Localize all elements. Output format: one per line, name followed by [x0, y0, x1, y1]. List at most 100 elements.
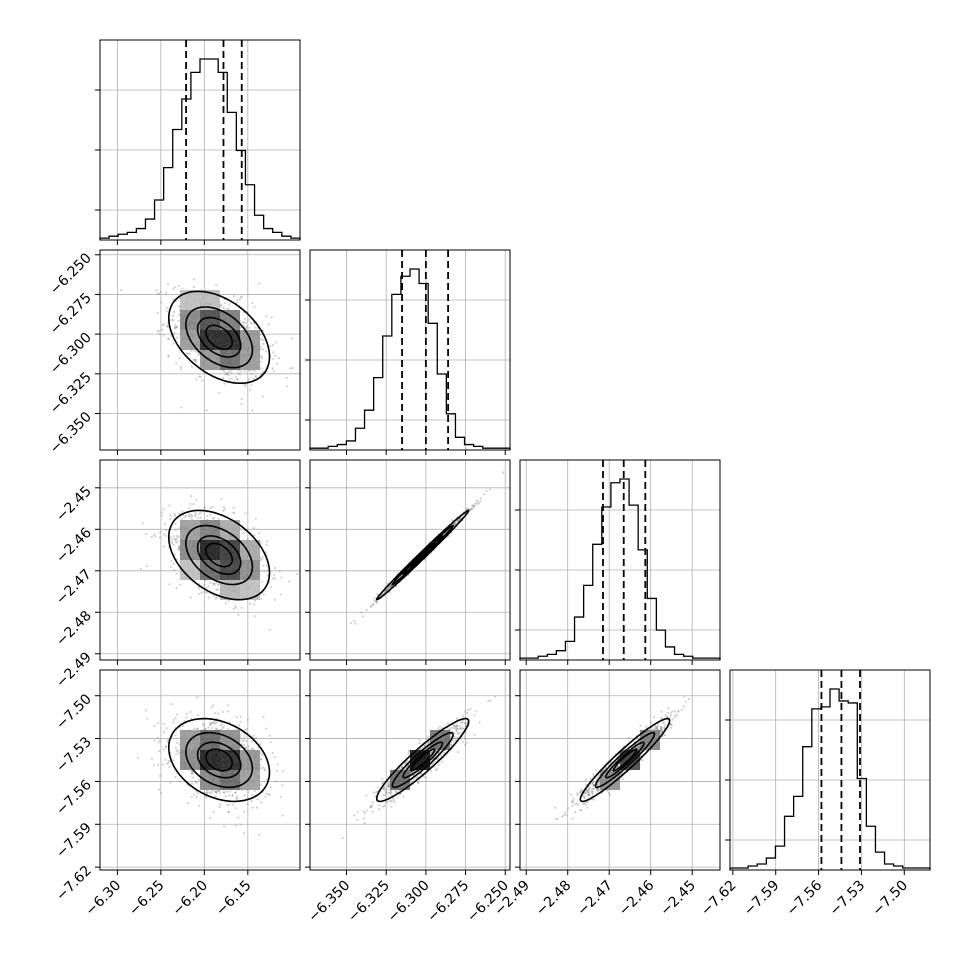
contour-line: [168, 509, 271, 601]
scatter-point: [463, 735, 466, 738]
scatter-point: [291, 337, 294, 340]
scatter-point: [162, 323, 166, 326]
scatter-point: [251, 739, 254, 743]
scatter-point: [196, 792, 199, 795]
scatter-point: [660, 728, 663, 731]
scatter-point: [376, 593, 379, 596]
scatter-point: [171, 319, 174, 322]
scatter-point: [235, 378, 238, 381]
scatter-point: [192, 286, 195, 289]
density-cell: [220, 520, 240, 540]
scatter-point: [228, 790, 231, 793]
scatter-point: [371, 801, 374, 804]
scatter-point: [173, 286, 176, 289]
scatter-point: [211, 505, 214, 509]
scatter-point: [177, 319, 180, 322]
scatter-point: [158, 750, 161, 753]
scatter-point: [178, 313, 181, 317]
scatter-point: [260, 558, 263, 561]
panel-3-1: [341, 695, 497, 840]
scatter-point: [231, 794, 234, 797]
scatter-point: [167, 762, 170, 765]
scatter-point: [456, 717, 459, 720]
scatter-point: [202, 724, 205, 727]
scatter-point: [449, 744, 452, 747]
scatter-point: [573, 810, 577, 814]
scatter-point: [502, 471, 505, 474]
scatter-point: [404, 761, 408, 765]
scatter-point: [487, 699, 490, 703]
scatter-point: [164, 745, 167, 748]
scatter-point: [384, 794, 387, 797]
scatter-point: [223, 825, 226, 828]
scatter-point: [360, 611, 363, 614]
scatter-point: [176, 741, 179, 744]
scatter-point: [175, 752, 178, 755]
scatter-point: [269, 345, 272, 348]
scatter-point: [220, 497, 223, 500]
density-cell: [220, 540, 240, 560]
scatter-point: [264, 350, 268, 353]
density-cell: [200, 750, 220, 770]
scatter-point: [387, 785, 390, 788]
scatter-point: [251, 793, 254, 797]
scatter-point: [476, 500, 479, 503]
contour-line: [409, 542, 436, 568]
scatter-point: [593, 784, 596, 787]
scatter-point: [210, 721, 213, 725]
scatter-point: [381, 805, 385, 808]
scatter-point: [270, 316, 273, 319]
scatter-point: [386, 788, 389, 791]
scatter-point: [455, 522, 458, 525]
scatter-point: [194, 358, 197, 361]
scatter-point: [224, 373, 227, 376]
scatter-point: [265, 543, 268, 547]
scatter-point: [222, 505, 225, 509]
scatter-point: [263, 570, 266, 573]
scatter-point: [219, 803, 222, 806]
scatter-point: [234, 806, 237, 810]
scatter-point: [371, 810, 374, 813]
scatter-point: [194, 513, 197, 516]
scatter-point: [407, 752, 410, 755]
scatter-point: [387, 588, 390, 591]
scatter-point: [195, 727, 198, 730]
scatter-point: [209, 513, 212, 516]
scatter-point: [387, 587, 390, 590]
scatter-point: [197, 353, 200, 356]
scatter-point: [176, 749, 180, 753]
scatter-point: [372, 603, 375, 606]
scatter-point: [581, 789, 584, 792]
scatter-point: [259, 758, 262, 761]
scatter-point: [250, 800, 253, 803]
scatter-point: [242, 738, 245, 741]
scatter-point: [369, 604, 373, 608]
scatter-point: [260, 357, 264, 360]
scatter-point: [254, 599, 257, 602]
scatter-point: [242, 740, 245, 743]
scatter-point: [212, 582, 215, 585]
scatter-point: [452, 523, 456, 526]
scatter-point: [387, 784, 391, 787]
contour-line: [375, 717, 470, 803]
scatter-point: [208, 507, 212, 510]
scatter-point: [220, 304, 223, 307]
contour-line: [185, 524, 254, 586]
scatter-point: [205, 796, 208, 799]
scatter-point: [454, 739, 457, 742]
scatter-point: [178, 780, 182, 783]
scatter-point: [243, 832, 246, 835]
scatter-point: [265, 792, 268, 796]
scatter-point: [265, 540, 268, 543]
scatter-point: [163, 522, 166, 525]
scatter-point: [370, 805, 373, 808]
scatter-point: [242, 321, 245, 324]
scatter-point: [212, 704, 215, 707]
scatter-point: [271, 751, 274, 755]
scatter-point: [362, 817, 365, 820]
scatter-point: [266, 569, 269, 572]
scatter-point: [463, 722, 466, 725]
scatter-point: [456, 724, 459, 728]
scatter-point: [185, 712, 188, 716]
scatter-point: [580, 809, 583, 812]
